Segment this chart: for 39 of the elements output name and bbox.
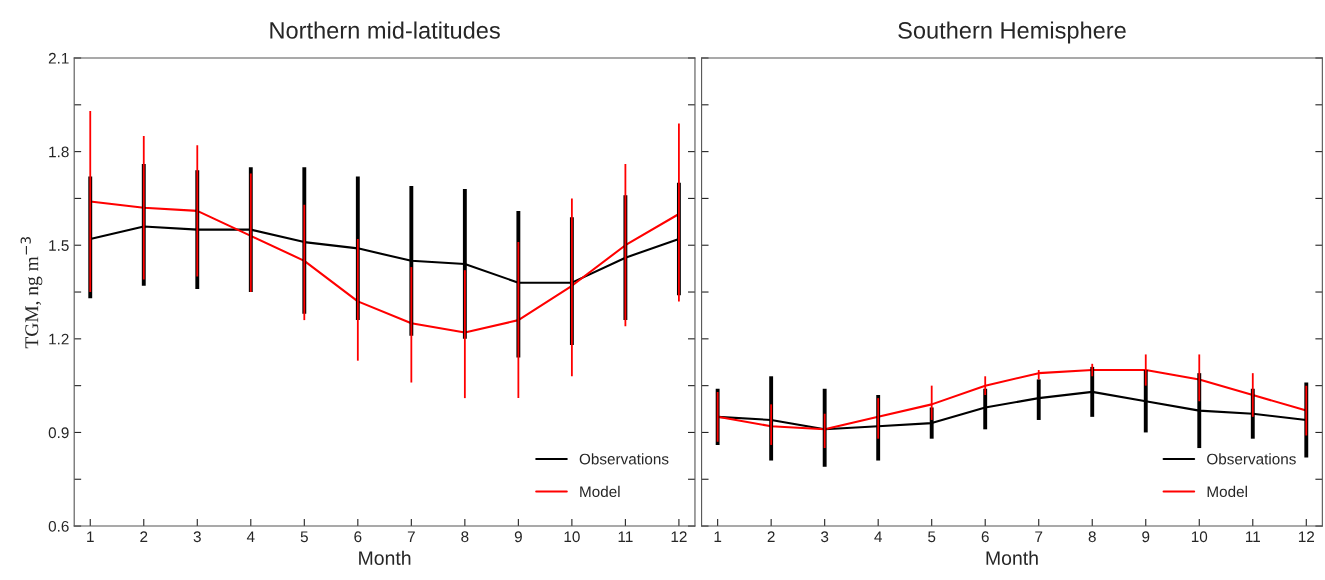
x-tick-label: 8	[461, 531, 469, 543]
y-tick-label: 1.5	[49, 240, 69, 251]
chart-title: Northern mid-latitudes	[270, 21, 500, 39]
x-tick-label: 1	[87, 531, 94, 542]
x-tick-label: 7	[1035, 531, 1043, 542]
x-tick-label: 4	[874, 531, 882, 542]
legend-label: Observations	[1207, 453, 1296, 465]
x-axis-title: Month	[359, 550, 411, 565]
legend-label: Model	[1207, 485, 1247, 498]
x-tick-label: 2	[767, 531, 775, 542]
x-tick-label: 12	[1298, 531, 1315, 542]
x-tick-label: 10	[564, 531, 580, 543]
y-tick-label: 1.8	[49, 146, 69, 158]
x-tick-label: 10	[1191, 531, 1208, 543]
x-tick-label: 5	[928, 531, 936, 543]
chart-title: Southern Hemisphere	[898, 21, 1126, 44]
y-tick-label: 0.9	[48, 427, 69, 439]
x-tick-label: 11	[1246, 531, 1260, 542]
x-tick-label: 3	[821, 531, 829, 543]
y-tick-label: 2.1	[48, 52, 69, 64]
x-tick-label: 2	[140, 531, 148, 542]
x-tick-label: 8	[1088, 531, 1096, 543]
x-tick-label: 11	[618, 531, 633, 542]
y-axis-title: TGM, ng m$^{−3}$	[20, 237, 43, 349]
x-tick-label: 4	[246, 531, 255, 542]
y-tick-label: 1.2	[49, 333, 69, 345]
x-tick-label: 12	[671, 531, 687, 542]
x-tick-label: 6	[354, 531, 362, 543]
y-tick-label: 0.6	[48, 520, 69, 532]
x-tick-label: 9	[1142, 531, 1150, 543]
x-tick-label: 1	[714, 531, 722, 542]
x-axis-title: Month	[986, 550, 1038, 565]
x-tick-label: 9	[514, 531, 522, 543]
legend-label: Model	[580, 485, 620, 498]
x-tick-label: 5	[300, 531, 308, 543]
x-tick-label: 3	[193, 531, 201, 543]
legend-label: Observations	[579, 453, 669, 465]
x-tick-label: 6	[981, 531, 989, 543]
x-tick-label: 7	[407, 531, 415, 542]
